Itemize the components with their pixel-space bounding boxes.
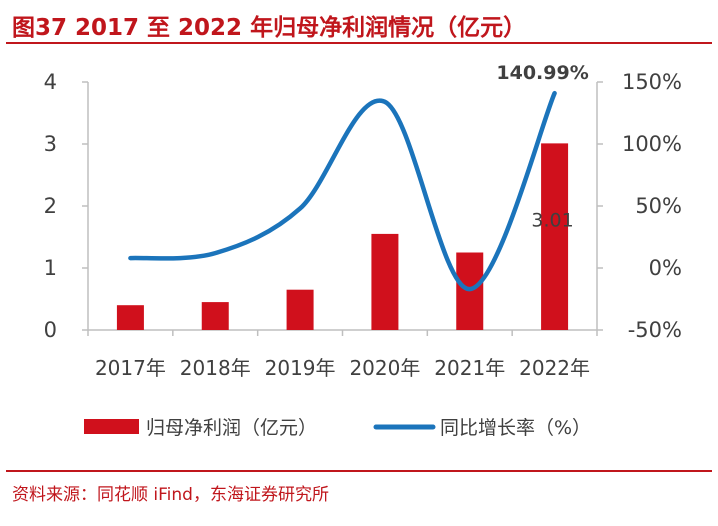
left-tick-label: 0 <box>44 318 57 342</box>
growth-rate-line <box>128 90 557 292</box>
bar-data-label: 3.01 <box>531 209 573 231</box>
bar <box>286 289 314 330</box>
right-tick-label: 150% <box>622 70 682 94</box>
x-axis-labels: 2017年 2018年 2019年 2020年 2021年 2022年 <box>87 330 598 380</box>
x-tick-label: 2017年 <box>95 356 166 380</box>
right-tick-label: -50% <box>628 318 682 342</box>
left-tick-label: 2 <box>44 194 57 218</box>
bar <box>201 302 229 330</box>
line-data-label: 140.99% <box>496 62 588 84</box>
x-tick-label: 2022年 <box>519 356 590 380</box>
legend-swatch-bar <box>84 419 139 434</box>
right-axis: -50% 0% 50% 100% 150% <box>597 70 682 342</box>
x-tick-label: 2019年 <box>265 356 336 380</box>
bar <box>541 143 569 330</box>
bar-series <box>116 143 569 330</box>
x-tick-label: 2020年 <box>349 356 420 380</box>
left-tick-label: 3 <box>44 132 57 156</box>
legend-label-bar: 归母净利润（亿元） <box>146 417 317 439</box>
right-tick-label: 50% <box>635 194 682 218</box>
right-tick-label: 100% <box>622 132 682 156</box>
axis-lines <box>87 82 598 331</box>
source-note: 资料来源：同花顺 iFind，东海证券研究所 <box>12 485 329 505</box>
right-tick-label: 0% <box>649 256 682 280</box>
title-divider <box>6 42 712 44</box>
bar <box>371 233 399 330</box>
left-tick-label: 1 <box>44 256 57 280</box>
x-tick-label: 2021年 <box>434 356 505 380</box>
legend-label-line: 同比增长率（%） <box>440 417 591 439</box>
left-axis: 0 1 2 3 4 <box>44 70 88 342</box>
bar <box>116 305 144 330</box>
left-tick-label: 4 <box>44 70 57 94</box>
x-tick-label: 2018年 <box>180 356 251 380</box>
footer-divider <box>6 470 712 472</box>
chart-title: 图37 2017 至 2022 年归母净利润情况（亿元） <box>12 15 527 41</box>
legend: 归母净利润（亿元） 同比增长率（%） <box>84 417 591 439</box>
